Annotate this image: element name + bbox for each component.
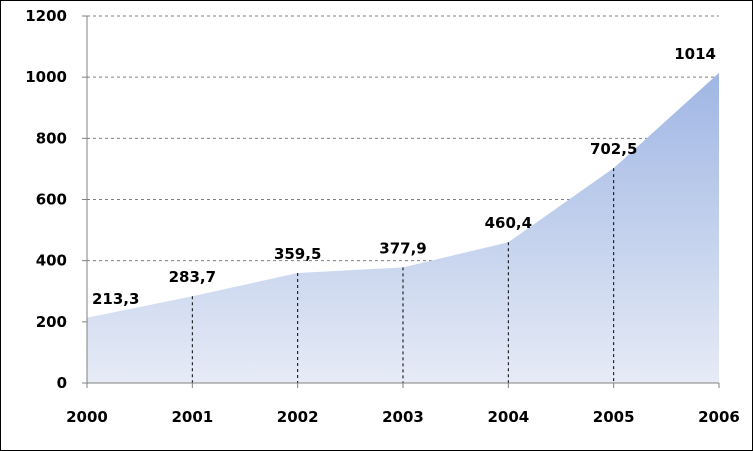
y-tick-label-1200: 1200 [25, 7, 67, 25]
x-tick-label-2001: 2001 [171, 408, 213, 426]
x-tick-label-2006: 2006 [698, 408, 740, 426]
axes [82, 15, 720, 388]
data-label-2005: 702,5 [590, 140, 637, 158]
x-tick-label-2004: 2004 [487, 408, 529, 426]
area-fill [87, 72, 719, 383]
drop-lines [191, 168, 615, 383]
data-labels: 213,3 283,7 359,5 377,9 460,4 702,5 1014 [92, 45, 716, 308]
y-tick-labels: 0 200 400 600 800 1000 1200 [25, 7, 67, 392]
data-label-2004: 460,4 [485, 214, 532, 232]
data-label-2006: 1014 [674, 45, 716, 63]
y-tick-label-1000: 1000 [25, 68, 67, 86]
y-tick-label-600: 600 [36, 191, 67, 209]
data-label-2001: 283,7 [169, 268, 216, 286]
area-series [87, 72, 719, 383]
x-tick-label-2002: 2002 [277, 408, 319, 426]
data-label-2002: 359,5 [274, 245, 321, 263]
data-label-2003: 377,9 [379, 239, 426, 257]
x-tick-label-2000: 2000 [66, 408, 108, 426]
x-tick-label-2003: 2003 [382, 408, 424, 426]
y-tick-label-200: 200 [36, 313, 67, 331]
data-label-2000: 213,3 [92, 290, 139, 308]
y-tick-label-400: 400 [36, 252, 67, 270]
y-tick-label-0: 0 [57, 374, 67, 392]
x-tick-label-2005: 2005 [593, 408, 635, 426]
x-tick-labels: 2000 2001 2002 2003 2004 2005 2006 [66, 408, 740, 426]
y-tick-label-800: 800 [36, 129, 67, 147]
